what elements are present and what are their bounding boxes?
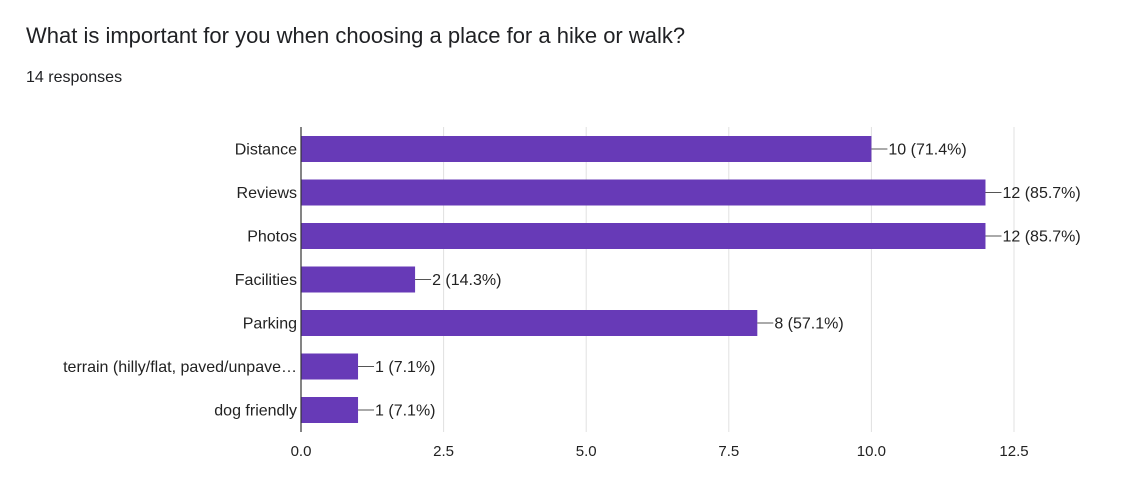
value-label: 12 (85.7%): [1002, 185, 1080, 202]
value-label: 1 (7.1%): [375, 403, 435, 420]
bars: [301, 136, 986, 423]
x-tick-label: 5.0: [576, 443, 597, 460]
bar[interactable]: [301, 353, 359, 380]
bar[interactable]: [301, 179, 986, 206]
value-label: 10 (71.4%): [888, 142, 966, 159]
value-label: 8 (57.1%): [774, 316, 843, 333]
category-label: Photos: [247, 229, 297, 246]
bar[interactable]: [301, 397, 359, 423]
response-count: 14 responses: [26, 69, 123, 86]
category-label: Facilities: [235, 272, 297, 289]
x-tick-label: 2.5: [433, 443, 454, 460]
bar[interactable]: [301, 310, 758, 336]
category-label: Distance: [235, 142, 297, 159]
bar[interactable]: [301, 266, 416, 293]
x-tick-label: 10.0: [857, 443, 886, 460]
value-label: 12 (85.7%): [1002, 229, 1080, 246]
category-label: terrain (hilly/flat, paved/unpave…: [63, 359, 297, 376]
x-tick-label: 12.5: [999, 443, 1028, 460]
category-label: dog friendly: [214, 403, 297, 420]
category-label: Reviews: [237, 185, 297, 202]
value-label: 2 (14.3%): [432, 272, 501, 289]
x-tick-label: 0.0: [291, 443, 312, 460]
labels: 0.0 2.5 5.0 7.5 10.0 12.5 Distance 10 (71.4%) Re…: [63, 142, 1081, 461]
value-label: 1 (7.1%): [375, 359, 435, 376]
x-tick-label: 7.5: [718, 443, 739, 460]
bar[interactable]: [301, 223, 986, 249]
bar[interactable]: [301, 136, 872, 162]
gridlines: [443, 127, 1015, 432]
category-label: Parking: [243, 316, 297, 333]
question-title: What is important for you when choosing …: [26, 23, 686, 48]
